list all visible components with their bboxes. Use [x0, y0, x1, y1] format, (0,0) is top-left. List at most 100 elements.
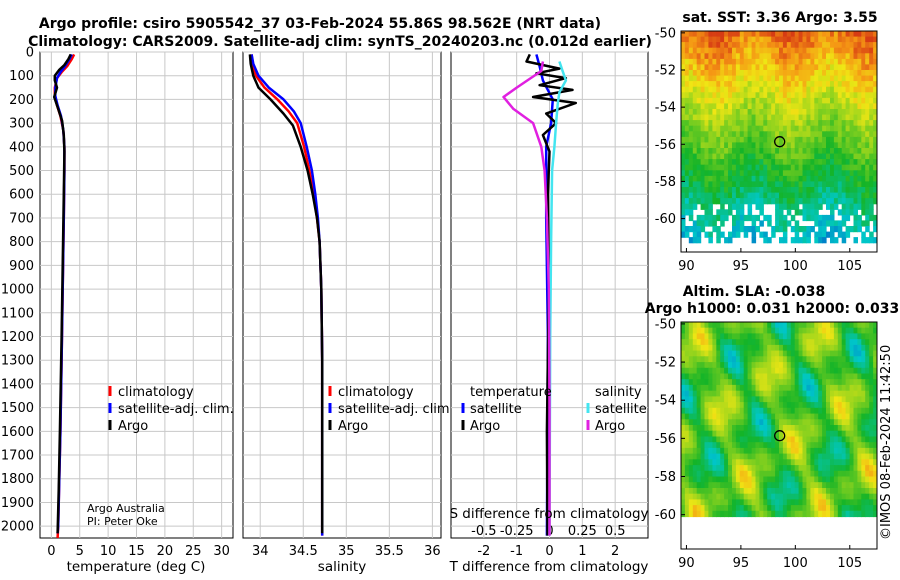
map-cell	[747, 164, 753, 171]
map-cell	[833, 36, 839, 43]
map-cell	[814, 430, 819, 437]
map-cell	[806, 36, 811, 43]
map-cell	[873, 344, 877, 352]
map-cell	[830, 390, 835, 397]
map-cell	[739, 459, 745, 466]
map-cell	[790, 120, 796, 127]
map-cell	[782, 159, 788, 166]
map-cell	[833, 430, 839, 437]
map-cell	[708, 430, 713, 437]
map-cell	[724, 70, 729, 77]
map-cell	[767, 333, 772, 340]
map-cell	[782, 58, 788, 66]
map-cell	[759, 114, 764, 121]
map-cell	[865, 114, 870, 121]
map-cell	[865, 175, 870, 183]
map-cell	[775, 220, 780, 227]
map-cell	[826, 339, 831, 346]
map-cell	[688, 125, 694, 132]
map-cell	[845, 120, 851, 127]
map-cell	[822, 390, 827, 397]
map-cell	[833, 373, 839, 380]
map-cell	[853, 499, 858, 506]
map-cell	[684, 175, 690, 183]
map-cell	[782, 505, 788, 512]
map-cell	[802, 125, 807, 132]
map-cell	[684, 164, 690, 171]
map-cell	[786, 42, 792, 49]
map-cell	[716, 488, 721, 495]
map-cell	[712, 187, 717, 194]
map-cell	[861, 413, 866, 420]
map-cell	[755, 64, 760, 71]
map-cell	[767, 220, 772, 227]
map-cell	[830, 510, 835, 518]
map-cell	[826, 453, 831, 460]
map-cell	[759, 505, 764, 512]
map-cell	[802, 379, 807, 386]
map-cell	[873, 413, 877, 420]
map-cell	[837, 402, 843, 409]
map-cell	[790, 192, 796, 199]
map-cell	[798, 510, 804, 518]
map-cell	[771, 47, 776, 54]
map-cell	[877, 76, 882, 82]
map-cell	[830, 31, 835, 38]
map-cell	[732, 42, 737, 49]
map-cell	[861, 425, 866, 432]
map-cell	[743, 459, 749, 466]
map-cell	[794, 148, 800, 155]
map-cell	[728, 131, 733, 138]
map-cell	[747, 131, 753, 138]
map-cell	[763, 465, 768, 472]
map-cell	[751, 97, 757, 105]
map-cell	[810, 510, 815, 518]
map-cell	[688, 70, 694, 77]
map-cell	[763, 447, 768, 455]
map-cell	[802, 209, 807, 216]
map-cell	[704, 505, 709, 512]
map-cell	[779, 436, 784, 443]
map-cell	[822, 344, 827, 352]
map-cell	[802, 430, 807, 437]
map-cell	[724, 465, 729, 472]
map-cell	[747, 153, 753, 160]
map-cell	[841, 425, 847, 432]
map-cell	[786, 120, 792, 127]
map-cell	[700, 103, 706, 110]
map-cell	[767, 92, 772, 99]
map-cell	[877, 154, 882, 160]
map-cell	[688, 75, 694, 82]
map-cell	[700, 482, 706, 489]
map-cell	[716, 148, 721, 155]
map-cell	[759, 136, 764, 144]
map-cell	[849, 356, 855, 363]
map-cell	[830, 476, 835, 483]
map-cell	[849, 92, 855, 99]
map-cell	[865, 170, 870, 177]
map-cell	[728, 97, 733, 105]
map-cell	[755, 356, 760, 363]
map-cell	[818, 493, 823, 500]
map-cell	[841, 367, 847, 375]
map-cell	[763, 442, 768, 449]
map-cell	[841, 81, 847, 88]
map-cell	[700, 465, 706, 472]
map-cell	[724, 442, 729, 449]
map-cell	[708, 136, 713, 144]
map-cell	[763, 505, 768, 512]
map-cell	[802, 203, 807, 210]
map-cell	[732, 499, 737, 506]
map-cell	[708, 86, 713, 93]
map-cell	[712, 170, 717, 177]
map-cell	[681, 493, 686, 500]
map-cell	[837, 339, 843, 346]
map-cell	[830, 175, 835, 183]
map-cell	[857, 322, 862, 329]
map-cell	[845, 396, 851, 403]
map-cell	[818, 407, 823, 415]
map-cell	[845, 114, 851, 121]
map-cell	[845, 31, 851, 38]
map-cell	[708, 97, 713, 105]
map-cell	[849, 436, 855, 443]
